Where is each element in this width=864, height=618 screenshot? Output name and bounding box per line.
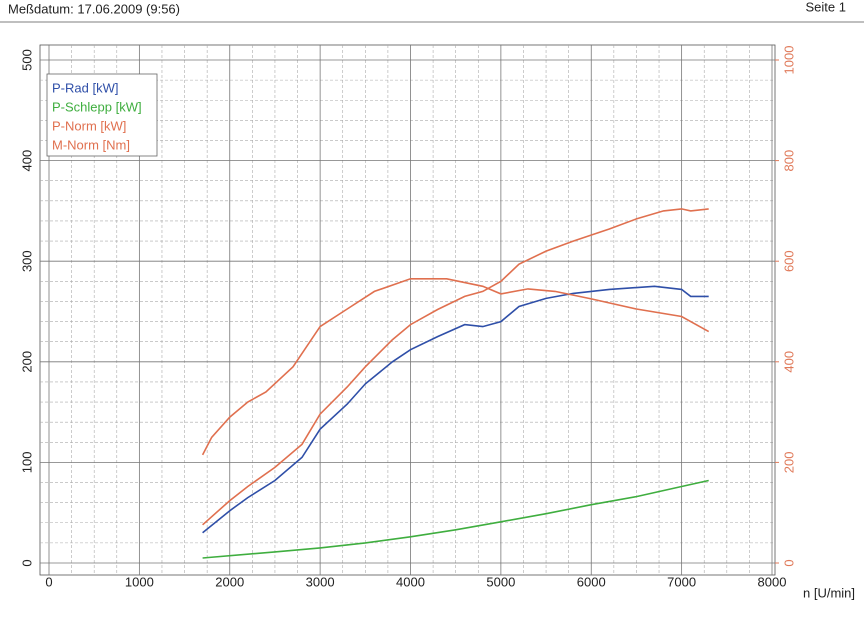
y-tick-label: 400 xyxy=(19,150,34,172)
x-tick-label: 8000 xyxy=(758,574,787,589)
y2-tick-label: 400 xyxy=(781,351,796,373)
plot-frame xyxy=(39,44,776,576)
series-line xyxy=(202,208,709,526)
x-tick-label: 3000 xyxy=(306,574,335,589)
x-tick-label: 4000 xyxy=(396,574,425,589)
series-line xyxy=(201,278,710,456)
x-tick-label: 7000 xyxy=(667,574,696,589)
x-tick-label: 6000 xyxy=(577,574,606,589)
y-tick-label: 500 xyxy=(19,49,34,71)
y-tick-label: 0 xyxy=(19,559,34,566)
y2-tick-label: 1000 xyxy=(781,46,796,75)
legend-entry: M-Norm [Nm] xyxy=(52,137,130,152)
legend-box xyxy=(46,73,158,157)
x-tick-label: 5000 xyxy=(486,574,515,589)
x-tick-label: 0 xyxy=(45,574,52,589)
legend-entry: P-Schlepp [kW] xyxy=(52,99,142,114)
y2-tick-label: 600 xyxy=(781,250,796,272)
series-line xyxy=(202,285,709,534)
y2-tick-label: 800 xyxy=(781,150,796,172)
y-tick-label: 300 xyxy=(19,250,34,272)
series-line xyxy=(202,479,709,559)
x-tick-label: 2000 xyxy=(215,574,244,589)
header-left: Meßdatum: 17.06.2009 (9:56) xyxy=(8,1,180,16)
y-tick-label: 200 xyxy=(19,351,34,373)
legend-entry: P-Rad [kW] xyxy=(52,80,118,95)
y-tick-label: 100 xyxy=(19,452,34,474)
y2-tick-label: 0 xyxy=(781,559,796,566)
header-right: Seite 1 xyxy=(806,0,846,14)
x-axis-label: n [U/min] xyxy=(803,585,855,600)
legend-entry: P-Norm [kW] xyxy=(52,118,126,133)
x-tick-label: 1000 xyxy=(125,574,154,589)
y2-tick-label: 200 xyxy=(781,452,796,474)
